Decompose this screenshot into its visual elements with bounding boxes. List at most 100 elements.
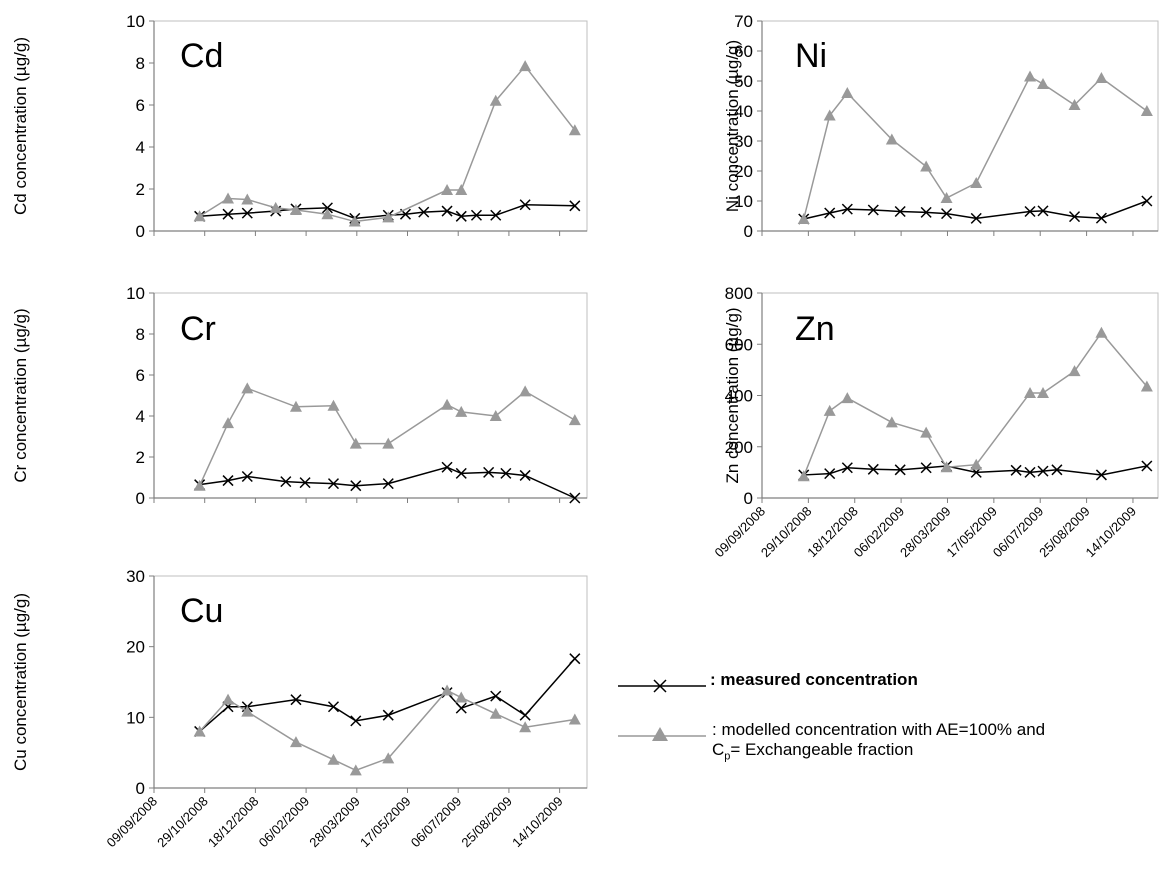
- point-modelled-ni-11: [1140, 105, 1153, 116]
- point-measured-cd-10: [441, 205, 453, 217]
- point-modelled-cu-8: [455, 691, 468, 703]
- x-tick-label-cu-1: 29/10/2008: [154, 794, 211, 851]
- point-modelled-ni-0: [797, 213, 810, 224]
- y-tick-label-ni-5: 50: [734, 72, 753, 91]
- point-modelled-cd-4: [289, 204, 302, 215]
- point-modelled-cr-6: [382, 437, 395, 449]
- chart-cd: 0 2 4 6 8 10 Cd concentration (µg/g) Cd: [11, 12, 588, 241]
- point-measured-zn-11: [1051, 464, 1063, 476]
- point-modelled-zn-7: [1024, 386, 1037, 398]
- series-line-measured-cu: [199, 658, 576, 733]
- point-measured-cu-4: [327, 701, 340, 713]
- point-modelled-cr-2: [241, 382, 254, 394]
- legend-modelled-line1: : modelled concentration with AE=100% an…: [712, 720, 1046, 739]
- point-measured-ni-8: [1024, 205, 1036, 218]
- y-tick-label-cd-5: 10: [126, 12, 145, 31]
- y-tick-label-ni-3: 30: [734, 132, 753, 151]
- point-measured-cr-12: [519, 469, 531, 481]
- point-modelled-cd-8: [441, 184, 454, 196]
- point-modelled-zn-4: [920, 426, 933, 438]
- legend-cp-sub: p: [724, 750, 731, 763]
- series-line-measured-cd: [199, 203, 575, 220]
- point-measured-cr-6: [350, 480, 362, 492]
- point-measured-ni-1: [824, 207, 836, 219]
- point-modelled-cr-5: [349, 437, 362, 449]
- point-measured-cu-9: [490, 690, 502, 702]
- point-modelled-cd-11: [519, 60, 532, 72]
- point-modelled-ni-2: [841, 87, 854, 98]
- series-line-modelled-ni: [803, 75, 1148, 220]
- point-measured-cr-5: [327, 478, 340, 490]
- point-modelled-ni-3: [885, 133, 898, 145]
- y-tick-label-zn-3: 600: [725, 335, 753, 354]
- point-measured-cr-8: [441, 461, 453, 473]
- legend-modelled-line2: Cp= Exchangeable fraction: [712, 740, 1045, 766]
- point-modelled-cu-9: [489, 707, 502, 719]
- point-modelled-cu-0: [193, 725, 206, 737]
- point-modelled-zn-9: [1068, 365, 1081, 377]
- point-measured-cr-11: [500, 467, 512, 479]
- point-modelled-zn-2: [841, 392, 854, 404]
- point-measured-cu-6: [382, 709, 394, 721]
- point-modelled-cd-12: [568, 124, 581, 136]
- point-modelled-cr-0: [193, 479, 206, 491]
- point-modelled-cu-5: [349, 764, 362, 776]
- chart-title-cr: Cr: [180, 310, 216, 348]
- point-modelled-ni-10: [1095, 72, 1108, 83]
- y-axis-label-zn: Zn concentration (µg/g): [723, 307, 742, 483]
- point-modelled-cd-7: [382, 211, 395, 223]
- point-modelled-ni-6: [970, 177, 983, 188]
- y-tick-label-ni-1: 10: [734, 192, 753, 211]
- y-tick-label-ni-0: 0: [744, 222, 753, 241]
- chart-title-cd: Cd: [180, 37, 223, 75]
- chart-cu: 010203009/09/200829/10/200818/12/200806/…: [11, 567, 588, 851]
- point-measured-cd-12: [470, 209, 482, 221]
- point-modelled-cu-7: [441, 684, 454, 696]
- point-modelled-cr-3: [289, 400, 302, 412]
- y-tick-label-zn-4: 800: [725, 284, 753, 303]
- y-axis-label-cd: Cd concentration (µg/g): [11, 37, 30, 215]
- point-modelled-cr-8: [455, 405, 468, 417]
- y-tick-label-cd-0: 0: [136, 222, 145, 241]
- point-measured-ni-10: [1068, 211, 1081, 223]
- point-measured-ni-12: [1141, 195, 1153, 207]
- point-measured-cd-2: [241, 207, 253, 219]
- point-modelled-ni-7: [1024, 70, 1037, 82]
- series-line-measured-zn: [803, 465, 1148, 476]
- y-tick-label-cu-2: 20: [126, 638, 145, 657]
- series-line-modelled-cr: [198, 387, 576, 487]
- y-tick-label-cr-1: 2: [136, 448, 145, 467]
- point-measured-zn-9: [1024, 466, 1036, 478]
- point-measured-cd-1: [222, 208, 234, 220]
- chart-ni: 0 10 20 30 40 50 60 70 Ni concentration (µg/g) Ni: [723, 12, 1159, 241]
- y-tick-label-cd-4: 8: [136, 54, 145, 73]
- legend-cp-rest: = Exchangeable fraction: [730, 740, 914, 759]
- y-tick-label-ni-2: 20: [734, 162, 753, 181]
- legend-measured-label: : measured concentration: [710, 670, 918, 689]
- point-modelled-cr-9: [489, 410, 502, 421]
- point-measured-cu-3: [290, 694, 302, 706]
- x-tick-label-cu-2: 18/12/2008: [205, 794, 262, 851]
- point-measured-ni-2: [841, 203, 853, 215]
- chart-title-zn: Zn: [795, 310, 835, 348]
- point-measured-cu-10: [519, 709, 531, 721]
- chart-title-ni: Ni: [795, 37, 827, 75]
- point-modelled-cd-5: [321, 208, 334, 220]
- point-modelled-ni-5: [940, 192, 953, 203]
- point-modelled-zn-0: [797, 470, 810, 482]
- point-measured-zn-2: [841, 462, 853, 474]
- y-tick-label-cr-2: 4: [136, 407, 145, 426]
- point-measured-cr-13: [569, 492, 581, 504]
- point-measured-cr-10: [483, 466, 495, 478]
- point-modelled-cd-0: [193, 210, 206, 222]
- point-modelled-cu-6: [382, 752, 395, 764]
- y-tick-label-cr-4: 8: [136, 325, 145, 344]
- point-modelled-cu-2: [241, 705, 254, 717]
- point-modelled-zn-3: [885, 416, 898, 428]
- series-line-measured-cr: [199, 466, 576, 499]
- x-tick-label-cu-7: 25/08/2009: [458, 794, 515, 851]
- point-measured-ni-4: [894, 205, 906, 218]
- point-modelled-cd-10: [489, 94, 502, 106]
- x-tick-label-cu-6: 06/07/2009: [408, 794, 465, 851]
